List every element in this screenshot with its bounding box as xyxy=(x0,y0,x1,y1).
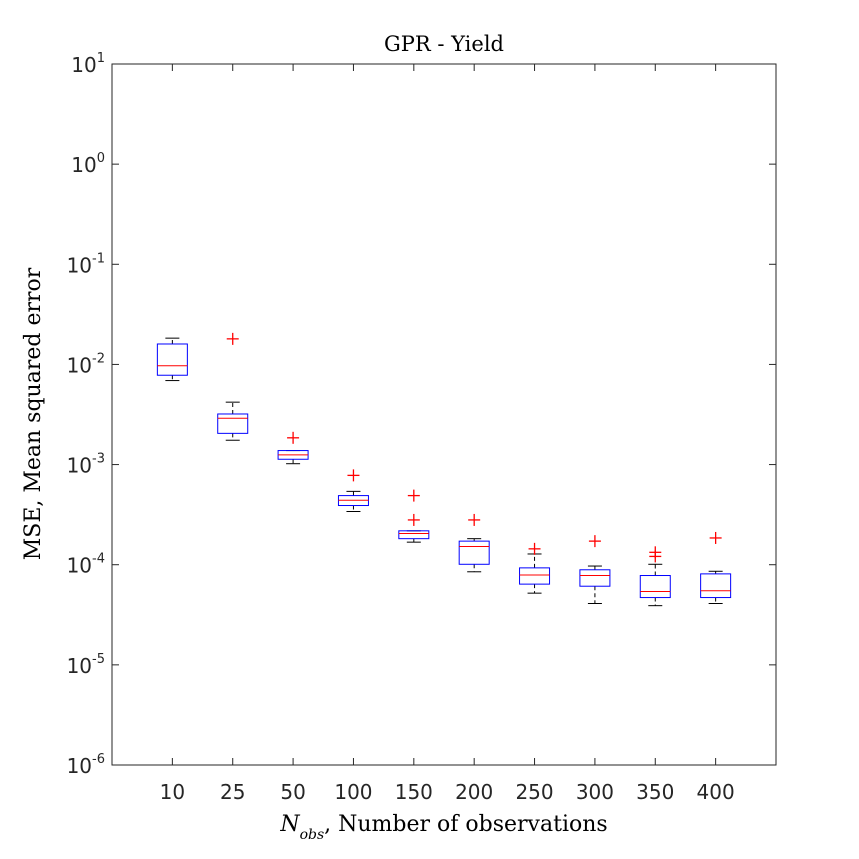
x-axis-label-subscript: obs xyxy=(300,827,325,843)
y-tick-label: 101 xyxy=(71,51,105,77)
y-tick-exponent: 0 xyxy=(97,151,105,166)
box-plot-200 xyxy=(458,513,490,573)
y-tick-exponent: -2 xyxy=(92,351,105,366)
x-tick-label: 350 xyxy=(636,780,674,804)
y-tick-exponent: -1 xyxy=(92,251,105,266)
outlier-marker xyxy=(407,513,420,526)
box-plot-25 xyxy=(217,332,249,441)
chart-title: GPR - Yield xyxy=(384,32,504,56)
plot-area-frame xyxy=(111,63,777,766)
y-tick-exponent: -6 xyxy=(92,752,105,767)
box-plot-10 xyxy=(156,337,188,382)
outlier-marker xyxy=(226,332,239,345)
iqr-box xyxy=(398,530,430,540)
x-tick-label: 150 xyxy=(395,780,433,804)
iqr-box xyxy=(217,413,249,434)
box-plot-150 xyxy=(398,489,430,543)
y-tick-label: 10-1 xyxy=(67,251,105,277)
x-tick-label: 250 xyxy=(515,780,553,804)
y-tick-exponent: -3 xyxy=(92,452,105,467)
x-axis-label: Nobs, Number of observations xyxy=(279,812,607,843)
box-plot-100 xyxy=(337,469,369,512)
y-tick-label: 100 xyxy=(71,151,105,177)
iqr-box xyxy=(579,569,611,587)
x-axis-ticks: 10 25 50 100 150 200 250 300 350 400 xyxy=(160,64,735,804)
x-axis-label-symbol: N xyxy=(279,812,300,837)
x-tick-label: 25 xyxy=(220,780,245,804)
outlier-marker xyxy=(468,513,481,526)
x-tick-label: 50 xyxy=(280,780,305,804)
box-plots xyxy=(156,332,732,607)
outlier-marker xyxy=(407,489,420,502)
outlier-marker xyxy=(528,542,541,555)
iqr-box xyxy=(458,540,490,565)
iqr-box xyxy=(519,567,551,585)
box-plot-50 xyxy=(277,431,309,465)
outlier-marker xyxy=(588,535,601,548)
y-tick-base: 10 xyxy=(67,454,92,478)
y-axis-label: MSE, Mean squared error xyxy=(21,267,46,560)
outlier-marker xyxy=(709,531,722,544)
box-plot-300 xyxy=(579,535,611,604)
x-tick-label: 400 xyxy=(697,780,735,804)
box-plot-400 xyxy=(700,531,732,604)
x-axis-label-text: , Number of observations xyxy=(324,812,608,837)
y-tick-label: 10-5 xyxy=(67,652,105,678)
iqr-box xyxy=(156,343,188,376)
y-tick-label: 10-3 xyxy=(67,452,105,478)
y-tick-base: 10 xyxy=(67,554,92,578)
iqr-box xyxy=(639,575,671,599)
y-tick-exponent: -4 xyxy=(92,552,105,567)
y-tick-label: 10-6 xyxy=(67,752,105,778)
outlier-marker xyxy=(649,550,662,563)
box-plot-250 xyxy=(519,542,551,594)
y-tick-exponent: -5 xyxy=(92,652,105,667)
y-tick-exponent: 1 xyxy=(97,51,105,66)
x-tick-label: 300 xyxy=(576,780,614,804)
x-tick-label: 200 xyxy=(455,780,493,804)
x-tick-label: 10 xyxy=(160,780,185,804)
y-tick-base: 10 xyxy=(71,153,96,177)
outlier-marker xyxy=(287,431,300,444)
y-tick-base: 10 xyxy=(67,353,92,377)
iqr-box xyxy=(700,573,732,599)
x-tick-label: 100 xyxy=(334,780,372,804)
y-tick-base: 10 xyxy=(67,754,92,778)
outlier-marker xyxy=(347,469,360,482)
y-tick-label: 10-4 xyxy=(67,552,105,578)
y-tick-base: 10 xyxy=(67,654,92,678)
y-tick-base: 10 xyxy=(67,253,92,277)
y-tick-label: 10-2 xyxy=(67,351,105,377)
y-tick-base: 10 xyxy=(71,53,96,77)
box-plot-350 xyxy=(639,546,671,607)
